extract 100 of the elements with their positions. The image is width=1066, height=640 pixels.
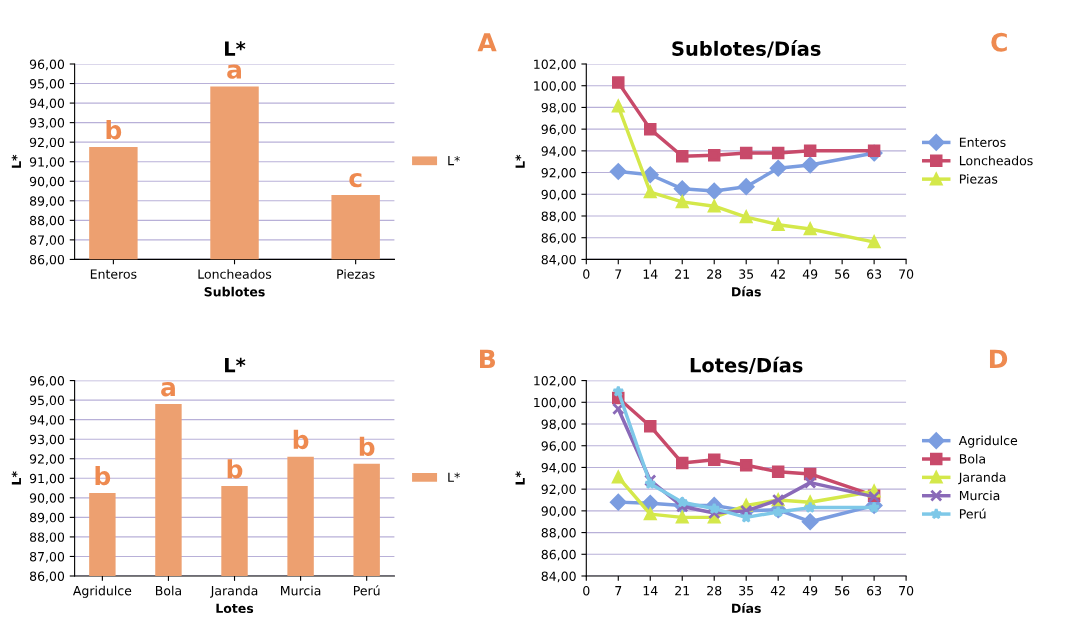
y-tick-label: 84,00 (541, 254, 576, 266)
chart-title: Lotes/Días (690, 356, 803, 375)
y-tick-label: 87,00 (29, 235, 65, 247)
y-axis-title: L* (515, 471, 525, 485)
y-tick-label: 94,00 (541, 462, 576, 474)
y-tick-label: 91,00 (29, 157, 65, 168)
y-tick-label: 92,00 (541, 484, 576, 496)
x-tick-label: 49 (802, 585, 818, 596)
y-tick-label: 96,00 (541, 441, 576, 452)
x-tick-label: Murcia (281, 585, 321, 596)
annotation: a (161, 382, 175, 397)
x-tick-label: 0 (583, 585, 590, 596)
y-tick-label: 94,00 (541, 146, 576, 158)
x-tick-label: Enteros (90, 269, 137, 279)
legend-label: Agridulce (958, 435, 1018, 448)
x-tick-label: 42 (770, 269, 785, 279)
y-tick-label: 93,00 (29, 434, 65, 446)
y-tick-label: 86,00 (541, 233, 576, 244)
x-tick-label: 70 (899, 585, 914, 596)
x-tick-label: 35 (739, 585, 754, 596)
x-tick-label: 56 (835, 585, 850, 596)
x-tick-label: Bola (155, 585, 181, 596)
y-tick-label: 90,00 (29, 176, 65, 188)
annotation: b (227, 459, 243, 479)
y-tick-label: 98,00 (541, 102, 576, 114)
x-axis-title: Días (732, 286, 761, 297)
annotation: b (106, 120, 122, 140)
y-tick-label: 90,00 (29, 493, 65, 505)
y-tick-label: 96,00 (29, 376, 65, 387)
x-tick-label: 42 (770, 585, 785, 596)
text: D (989, 349, 1008, 368)
y-tick-label: 100,00 (534, 81, 576, 92)
y-tick-label: 94,00 (29, 415, 65, 426)
text: A (477, 33, 497, 52)
x-tick-label: 56 (835, 269, 850, 279)
x-tick-label: 49 (802, 269, 818, 279)
y-tick-label: 102,00 (534, 59, 576, 71)
chart-title: L* (225, 357, 246, 373)
annotation: a (227, 64, 241, 79)
annotation: b (359, 436, 375, 457)
x-axis-title: Días (732, 602, 761, 614)
y-tick-label: 98,00 (541, 419, 576, 431)
x-tick-label: 7 (615, 586, 622, 596)
annotation: b (95, 465, 111, 486)
y-tick-label: 102,00 (534, 376, 576, 387)
y-tick-label: 88,00 (29, 532, 65, 544)
legend-label: Enteros (959, 137, 1006, 147)
y-axis-title: L* (11, 154, 21, 168)
y-tick-label: 96,00 (541, 124, 576, 136)
y-tick-label: 86,00 (29, 571, 65, 583)
x-tick-label: 70 (899, 269, 914, 279)
x-tick-label: 63 (867, 269, 882, 279)
x-tick-label: 14 (643, 586, 658, 596)
y-tick-label: 84,00 (541, 571, 576, 583)
y-tick-label: 88,00 (29, 215, 65, 227)
x-tick-label: 21 (675, 585, 690, 596)
text: C (991, 32, 1007, 52)
x-tick-label: 21 (675, 269, 690, 279)
annotation: b (293, 429, 309, 450)
x-tick-label: Piezas (337, 269, 375, 279)
x-tick-label: 35 (739, 269, 754, 279)
y-tick-label: 86,00 (29, 254, 65, 266)
y-tick-label: 88,00 (541, 528, 576, 539)
y-tick-label: 90,00 (541, 189, 576, 201)
y-tick-label: 89,00 (29, 196, 65, 207)
legend-label: L* (448, 155, 460, 166)
y-tick-label: 87,00 (29, 551, 65, 563)
y-tick-label: 95,00 (29, 79, 65, 90)
y-tick-label: 92,00 (29, 137, 65, 149)
y-tick-label: 91,00 (29, 473, 65, 485)
x-tick-label: Perú (353, 585, 380, 596)
x-tick-label: Loncheados (198, 269, 272, 279)
chart-title: Sublotes/Días (672, 40, 821, 58)
annotation: c (349, 172, 362, 188)
y-tick-label: 86,00 (541, 549, 576, 561)
text: B (480, 349, 495, 368)
y-tick-label: 92,00 (541, 168, 576, 179)
legend-label: Piezas (959, 174, 998, 184)
legend-label: Murcia (959, 490, 1000, 501)
x-tick-label: Jaranda (210, 585, 258, 598)
chart-title: L* (225, 41, 246, 56)
y-axis-title: L* (515, 154, 525, 168)
y-axis-title: L* (11, 471, 21, 485)
y-tick-label: 90,00 (541, 506, 576, 518)
x-tick-label: 63 (867, 585, 882, 596)
x-tick-label: 7 (615, 269, 622, 279)
x-axis-title: Sublotes (204, 286, 265, 297)
y-tick-label: 96,00 (29, 59, 65, 71)
legend-label: Bola (959, 453, 985, 464)
y-tick-label: 100,00 (534, 397, 576, 409)
y-tick-label: 93,00 (29, 118, 65, 129)
y-tick-label: 94,00 (29, 98, 65, 110)
legend-label: Perú (959, 508, 986, 519)
legend-label: Loncheados (959, 155, 1033, 166)
x-tick-label: 28 (707, 269, 722, 279)
legend-label: Jaranda (958, 472, 1006, 485)
y-tick-label: 89,00 (29, 512, 65, 524)
y-tick-label: 88,00 (541, 211, 576, 223)
y-tick-label: 95,00 (29, 395, 65, 407)
x-axis-title: Lotes (216, 603, 254, 614)
